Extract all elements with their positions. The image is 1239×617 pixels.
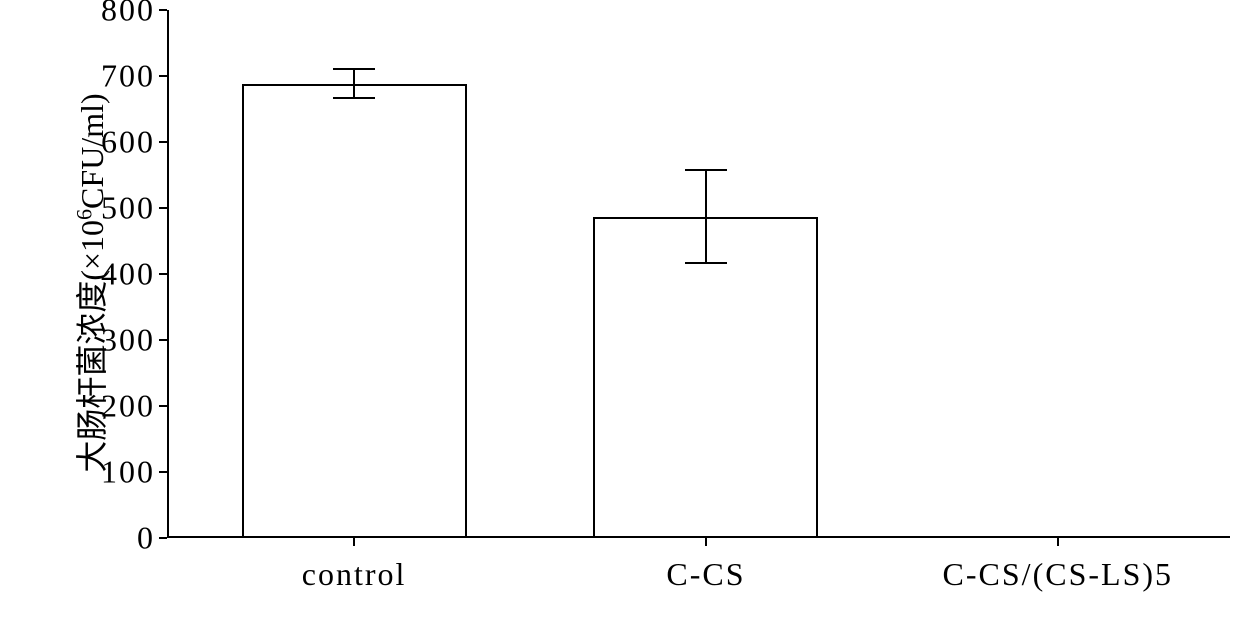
- x-axis-ticks: control C-CS C-CS/(CS-LS)5: [0, 0, 1239, 617]
- x-tick-label: C-CS: [666, 556, 745, 593]
- x-tick-label: control: [302, 556, 407, 593]
- chart-root: 大肠杆菌浓度(×106CFU/ml) 010020030040050060070…: [0, 0, 1239, 617]
- x-tick-label: C-CS/(CS-LS)5: [943, 556, 1173, 593]
